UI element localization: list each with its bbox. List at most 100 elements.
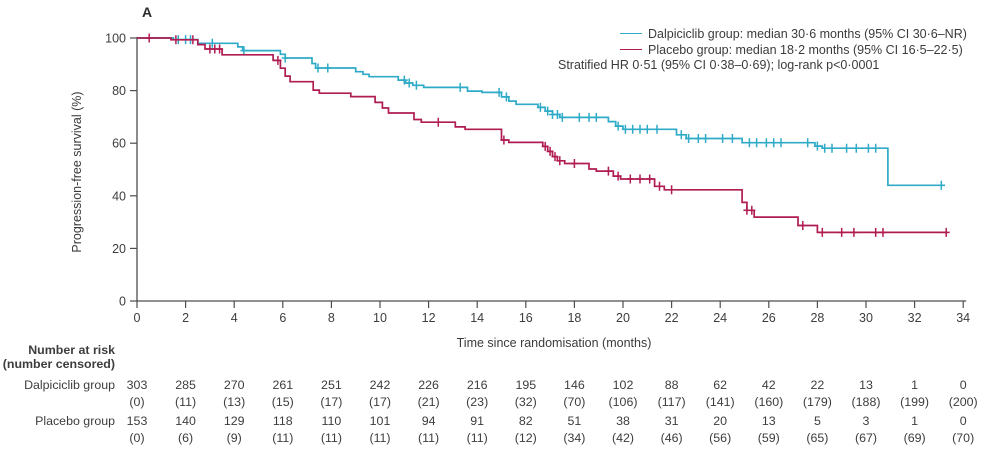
censored-count: (11) bbox=[369, 431, 391, 445]
x-tick-label: 14 bbox=[470, 311, 484, 325]
legend: Dalpiciclib group: median 30·6 months (9… bbox=[558, 27, 982, 74]
at-risk-count: 94 bbox=[421, 414, 436, 428]
censored-count: (59) bbox=[757, 431, 780, 445]
x-tick-label: 34 bbox=[956, 311, 970, 325]
censored-count: (70) bbox=[563, 395, 586, 409]
censored-count: (15) bbox=[271, 395, 294, 409]
x-tick-label: 8 bbox=[328, 311, 335, 325]
at-risk-count: 51 bbox=[567, 414, 582, 428]
censored-count: (9) bbox=[226, 431, 242, 445]
x-tick-label: 26 bbox=[762, 311, 776, 325]
x-tick-label: 22 bbox=[665, 311, 679, 325]
legend-label-placebo: Placebo group: median 18·2 months (95% C… bbox=[648, 42, 963, 57]
x-tick-label: 30 bbox=[859, 311, 873, 325]
x-tick-label: 28 bbox=[810, 311, 824, 325]
censored-count: (11) bbox=[272, 431, 294, 445]
at-risk-count: 1 bbox=[911, 414, 919, 428]
censored-count: (17) bbox=[368, 395, 392, 409]
at-risk-count: 285 bbox=[175, 378, 196, 392]
censored-count: (13) bbox=[223, 395, 246, 409]
censored-count: (117) bbox=[657, 395, 686, 409]
censored-count: (6) bbox=[178, 431, 194, 445]
risk-table-header: Number at risk bbox=[28, 343, 115, 357]
x-tick-label: 10 bbox=[373, 311, 387, 325]
y-tick-label: 100 bbox=[105, 32, 126, 46]
at-risk-count: 88 bbox=[664, 378, 679, 392]
censored-count: (0) bbox=[129, 395, 145, 409]
at-risk-count: 261 bbox=[272, 378, 294, 392]
x-tick-label: 18 bbox=[567, 311, 581, 325]
censored-count: (200) bbox=[948, 395, 978, 409]
at-risk-count: 3 bbox=[862, 414, 870, 428]
at-risk-count: 0 bbox=[959, 378, 967, 392]
at-risk-count: 102 bbox=[612, 378, 634, 392]
placebo-censor-marks bbox=[145, 33, 950, 237]
censored-count: (56) bbox=[709, 431, 732, 445]
at-risk-count: 22 bbox=[810, 378, 825, 392]
at-risk-count: 153 bbox=[126, 414, 148, 428]
censored-count: (188) bbox=[851, 395, 881, 409]
y-tick-label: 0 bbox=[119, 295, 126, 309]
legend-item-placebo: Placebo group: median 18·2 months (95% C… bbox=[558, 43, 982, 59]
at-risk-count: 1 bbox=[911, 378, 919, 392]
at-risk-count: 0 bbox=[959, 414, 967, 428]
at-risk-count: 140 bbox=[175, 414, 196, 428]
hr-lognrank-note: Stratified HR 0·51 (95% CI 0·38–0·69); l… bbox=[558, 58, 880, 72]
y-tick-label: 40 bbox=[112, 189, 126, 203]
x-tick-label: 24 bbox=[713, 311, 727, 325]
at-risk-count: 226 bbox=[418, 378, 439, 392]
censored-count: (21) bbox=[417, 395, 440, 409]
x-axis-title: Time since randomisation (months) bbox=[456, 336, 652, 350]
censored-count: (67) bbox=[854, 431, 878, 445]
censored-count: (106) bbox=[608, 395, 638, 409]
panel-label: A bbox=[142, 4, 153, 20]
risk-row-label: Placebo group bbox=[35, 414, 115, 428]
at-risk-count: 110 bbox=[321, 414, 342, 428]
at-risk-count: 62 bbox=[713, 378, 728, 392]
x-tick-label: 12 bbox=[422, 311, 436, 325]
at-risk-count: 20 bbox=[713, 414, 728, 428]
at-risk-count: 13 bbox=[761, 414, 776, 428]
y-tick-label: 60 bbox=[112, 137, 126, 151]
censored-count: (11) bbox=[320, 431, 342, 445]
risk-row-label: Dalpiciclib group bbox=[24, 378, 115, 392]
x-tick-label: 2 bbox=[182, 311, 189, 325]
placebo-line-swatch bbox=[620, 48, 642, 50]
censored-count: (199) bbox=[900, 395, 930, 409]
at-risk-count: 118 bbox=[272, 414, 293, 428]
at-risk-count: 42 bbox=[761, 378, 776, 392]
censored-count: (12) bbox=[514, 431, 537, 445]
at-risk-count: 251 bbox=[321, 378, 342, 392]
censored-count: (160) bbox=[754, 395, 784, 409]
censored-count: (32) bbox=[514, 395, 537, 409]
x-tick-label: 6 bbox=[279, 311, 286, 325]
x-tick-label: 0 bbox=[134, 311, 141, 325]
at-risk-count: 242 bbox=[369, 378, 391, 392]
at-risk-count: 101 bbox=[369, 414, 391, 428]
y-tick-label: 20 bbox=[112, 242, 126, 256]
at-risk-count: 5 bbox=[813, 414, 821, 428]
at-risk-count: 216 bbox=[466, 378, 488, 392]
at-risk-count: 38 bbox=[616, 414, 630, 428]
censored-count: (34) bbox=[563, 431, 586, 445]
x-tick-label: 32 bbox=[908, 311, 922, 325]
at-risk-count: 195 bbox=[515, 378, 537, 392]
at-risk-count: 303 bbox=[126, 378, 148, 392]
x-tick-label: 4 bbox=[231, 311, 238, 325]
censored-count: (141) bbox=[705, 395, 735, 409]
at-risk-count: 129 bbox=[223, 414, 245, 428]
at-risk-count: 91 bbox=[470, 414, 485, 428]
at-risk-count: 146 bbox=[564, 378, 585, 392]
dalpiciclib-line-swatch bbox=[620, 33, 642, 35]
x-tick-label: 16 bbox=[519, 311, 533, 325]
censored-count: (46) bbox=[660, 431, 683, 445]
y-tick-label: 80 bbox=[112, 84, 126, 98]
censored-count: (65) bbox=[806, 431, 829, 445]
at-risk-count: 270 bbox=[223, 378, 245, 392]
censored-count: (70) bbox=[952, 431, 975, 445]
censored-count: (23) bbox=[466, 395, 489, 409]
at-risk-count: 13 bbox=[859, 378, 873, 392]
legend-label-dalpiciclib: Dalpiciclib group: median 30·6 months (9… bbox=[648, 27, 967, 41]
